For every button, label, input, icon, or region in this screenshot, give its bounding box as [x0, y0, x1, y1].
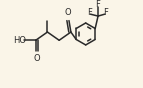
Text: O: O: [33, 54, 40, 63]
Text: O: O: [65, 8, 71, 17]
Text: F: F: [87, 8, 92, 17]
Text: F: F: [103, 8, 108, 17]
Text: HO: HO: [13, 36, 26, 45]
Text: F: F: [96, 0, 101, 9]
